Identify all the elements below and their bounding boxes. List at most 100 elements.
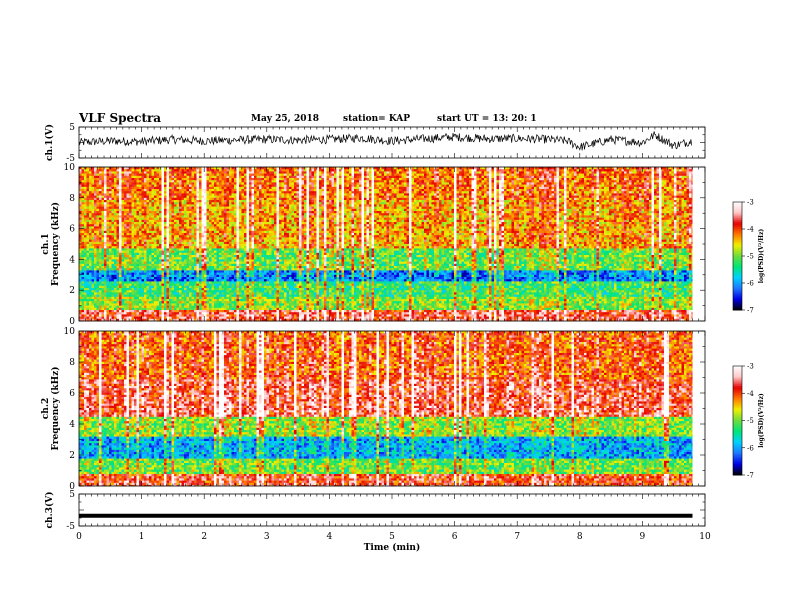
- spectrogram-cell: [89, 191, 92, 194]
- spectrogram-cell: [139, 301, 142, 304]
- spectrogram-cell: [99, 184, 102, 188]
- spectrogram-cell: [111, 301, 115, 304]
- spectrogram-cell: [206, 208, 210, 212]
- spectrogram-cell: [79, 217, 82, 221]
- spectrogram-cell: [104, 312, 107, 315]
- spectrogram-cell: [199, 277, 202, 280]
- spectrogram-cell: [134, 235, 137, 238]
- spectrogram-cell: [179, 241, 182, 245]
- spectrogram-cell: [96, 230, 100, 234]
- spectrogram-cell: [154, 180, 157, 183]
- spectrogram-cell: [219, 257, 222, 260]
- spectrogram-cell: [184, 189, 187, 192]
- spectrogram-cell: [186, 224, 190, 227]
- spectrogram-cell: [99, 230, 102, 234]
- spectrogram-cell: [144, 285, 147, 289]
- spectrogram-cell: [161, 285, 165, 289]
- spectrogram-cell: [184, 173, 187, 177]
- spectrogram-cell: [216, 213, 220, 216]
- spectrogram-cell: [179, 217, 182, 221]
- spectrogram-cell: [196, 303, 200, 306]
- spectrogram-cell: [146, 226, 150, 229]
- spectrogram-cell: [81, 235, 85, 238]
- spectrogram-cell: [96, 180, 100, 183]
- spectrogram-cell: [94, 312, 97, 315]
- spectrogram-cell: [199, 237, 202, 240]
- spectrogram-cell: [81, 208, 85, 212]
- spectrogram-cell: [184, 248, 187, 251]
- spectrogram-cell: [181, 208, 185, 212]
- spectrogram-cell: [81, 186, 85, 190]
- spectrogram-cell: [221, 217, 225, 221]
- spectrogram-cell: [86, 228, 90, 232]
- spectrogram-cell: [99, 259, 102, 262]
- spectrogram-cell: [96, 314, 100, 317]
- spectrogram-cell: [79, 318, 82, 322]
- spectrogram-cell: [191, 299, 195, 302]
- spectrogram-cell: [106, 288, 110, 291]
- spectrogram-cell: [159, 303, 162, 306]
- spectrogram-cell: [226, 182, 230, 185]
- spectrogram-cell: [239, 244, 242, 247]
- spectrogram-cell: [211, 307, 215, 311]
- spectrogram-cell: [241, 211, 245, 214]
- spectrogram-cell: [179, 281, 182, 284]
- spectrogram-cell: [211, 213, 215, 216]
- spectrogram-cell: [79, 310, 82, 313]
- spectrogram-cell: [171, 285, 175, 289]
- spectrogram-cell: [119, 213, 122, 216]
- spectrogram-cell: [114, 208, 117, 212]
- spectrogram-cell: [246, 186, 250, 190]
- spectrogram-cell: [116, 173, 120, 177]
- spectrogram-cell: [101, 292, 105, 295]
- spectrogram-cell: [161, 169, 165, 172]
- spectrogram-cell: [216, 285, 220, 289]
- spectrogram-cell: [89, 285, 92, 289]
- spectrogram-cell: [136, 318, 140, 322]
- spectrogram-cell: [126, 191, 130, 194]
- spectrogram-cell: [194, 171, 197, 174]
- spectrogram-cell: [229, 208, 232, 212]
- spectrogram-cell: [236, 285, 240, 289]
- spectrogram-cell: [124, 281, 127, 284]
- spectrogram-cell: [161, 292, 165, 295]
- spectrogram-cell: [106, 175, 110, 179]
- spectrogram-cell: [244, 226, 247, 229]
- spectrogram-cell: [181, 292, 185, 295]
- spectrogram-cell: [214, 189, 217, 192]
- spectrogram-cell: [124, 215, 127, 218]
- spectrogram-cell: [126, 301, 130, 304]
- spectrogram-cell: [141, 310, 145, 313]
- spectrogram-cell: [224, 261, 227, 265]
- spectrogram-cell: [119, 259, 122, 262]
- spectrogram-cell: [194, 202, 197, 205]
- spectrogram-cell: [214, 173, 217, 177]
- spectrogram-cell: [101, 259, 105, 262]
- spectrogram-cell: [179, 250, 182, 254]
- spectrogram-cell: [199, 184, 202, 188]
- spectrogram-cell: [201, 213, 205, 216]
- spectrogram-cell: [209, 277, 212, 280]
- spectrogram-cell: [194, 213, 197, 216]
- spectrogram-cell: [219, 248, 222, 251]
- spectrogram-cell: [226, 230, 230, 234]
- spectrogram-cell: [106, 279, 110, 282]
- spectrogram-cell: [166, 197, 170, 201]
- spectrogram-cell: [201, 186, 205, 190]
- spectrogram-cell: [124, 195, 127, 199]
- spectrogram-cell: [169, 261, 172, 265]
- spectrogram-cell: [221, 268, 225, 271]
- spectrogram-cell: [101, 186, 105, 190]
- spectrogram-cell: [241, 318, 245, 322]
- spectrogram-cell: [241, 206, 245, 210]
- spectrogram-cell: [84, 274, 87, 278]
- spectrogram-cell: [119, 277, 122, 280]
- spectrogram-cell: [139, 263, 142, 267]
- spectrogram-cell: [126, 230, 130, 234]
- spectrogram-cell: [164, 184, 167, 188]
- spectrogram-cell: [134, 211, 137, 214]
- spectrogram-cell: [151, 239, 155, 243]
- spectrogram-cell: [119, 299, 122, 302]
- spectrogram-cell: [104, 263, 107, 267]
- spectrogram-cell: [89, 180, 92, 183]
